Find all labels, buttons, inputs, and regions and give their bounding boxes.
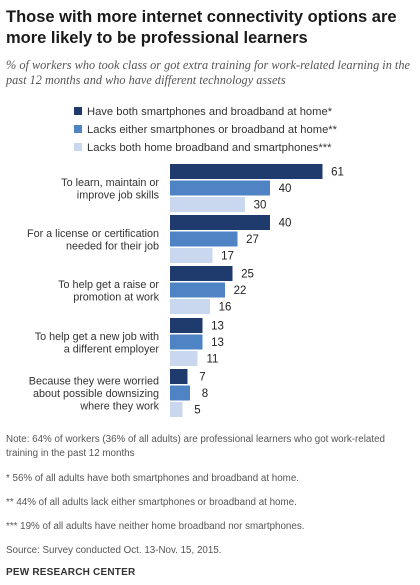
- category-label-1-line-0: For a license or certification: [27, 228, 159, 240]
- data-label-either-0: 40: [279, 183, 292, 195]
- chart-title: Those with more internet connectivity op…: [6, 8, 397, 47]
- data-label-both-4: 7: [199, 372, 205, 384]
- category-label-3-line-0: To help get a new job with: [35, 331, 159, 343]
- bar-neither-2: [170, 299, 210, 314]
- bar-neither-0: [170, 197, 245, 212]
- legend-swatch-both: [74, 107, 82, 116]
- legend-item-either: Lacks either smartphones or broadband at…: [74, 121, 337, 139]
- bar-both-1: [170, 215, 270, 230]
- data-label-both-1: 40: [279, 218, 292, 230]
- bar-neither-3: [170, 351, 198, 366]
- bar-either-2: [170, 282, 225, 298]
- note-either: ** 44% of all adults lack either smartph…: [6, 497, 297, 508]
- category-label-1-line-1: needed for their job: [66, 240, 159, 252]
- bar-both-2: [170, 266, 233, 281]
- legend-item-neither: Lacks both home broadband and smartphone…: [74, 139, 337, 157]
- data-label-neither-4: 5: [194, 405, 200, 417]
- category-label-0-line-0: To learn, maintain or: [61, 177, 159, 189]
- data-label-both-3: 13: [211, 321, 224, 333]
- bar-both-0: [170, 164, 323, 179]
- category-label-2-line-1: promotion at work: [73, 291, 159, 303]
- legend-swatch-neither: [74, 143, 82, 152]
- legend-label-neither: Lacks both home broadband and smartphone…: [87, 142, 332, 154]
- legend: Have both smartphones and broadband at h…: [74, 103, 337, 157]
- category-label-4-line-2: where they work: [79, 401, 159, 413]
- legend-item-both: Have both smartphones and broadband at h…: [74, 103, 337, 121]
- data-label-both-0: 61: [331, 167, 344, 179]
- bar-both-3: [170, 318, 203, 333]
- data-label-neither-2: 16: [219, 302, 232, 314]
- data-label-either-2: 22: [234, 285, 247, 297]
- bar-either-3: [170, 334, 203, 350]
- note-source: Source: Survey conducted Oct. 13-Nov. 15…: [6, 545, 222, 556]
- data-label-neither-0: 30: [254, 200, 267, 212]
- category-label-3-line-1: a different employer: [64, 343, 160, 355]
- note-neither: *** 19% of all adults have neither home …: [6, 521, 305, 532]
- pew-logo-text: PEW RESEARCH CENTER: [6, 567, 136, 578]
- data-label-neither-1: 17: [221, 251, 234, 263]
- legend-label-both: Have both smartphones and broadband at h…: [87, 106, 333, 118]
- bar-both-4: [170, 369, 188, 384]
- category-label-0-line-1: improve job skills: [77, 189, 160, 201]
- bar-neither-1: [170, 248, 213, 263]
- category-label-4-line-1: about possible downsizing: [33, 388, 159, 400]
- category-label-4-line-0: Because they were worried: [29, 376, 159, 388]
- bar-either-1: [170, 231, 238, 247]
- data-label-either-4: 8: [202, 388, 208, 400]
- bar-neither-4: [170, 402, 183, 417]
- data-label-either-1: 27: [246, 234, 259, 246]
- note-both: * 56% of all adults have both smartphone…: [6, 473, 300, 484]
- category-label-2-line-0: To help get a raise or: [58, 279, 159, 291]
- data-label-both-2: 25: [241, 269, 254, 281]
- bar-either-0: [170, 180, 270, 196]
- bar-either-4: [170, 385, 190, 401]
- legend-label-either: Lacks either smartphones or broadband at…: [87, 124, 338, 136]
- data-label-either-3: 13: [211, 337, 224, 349]
- chart-subtitle: % of workers who took class or got extra…: [6, 58, 410, 87]
- note-main: Note: 64% of workers (36% of all adults)…: [6, 434, 385, 459]
- data-label-neither-3: 11: [207, 354, 219, 366]
- legend-swatch-either: [74, 125, 82, 134]
